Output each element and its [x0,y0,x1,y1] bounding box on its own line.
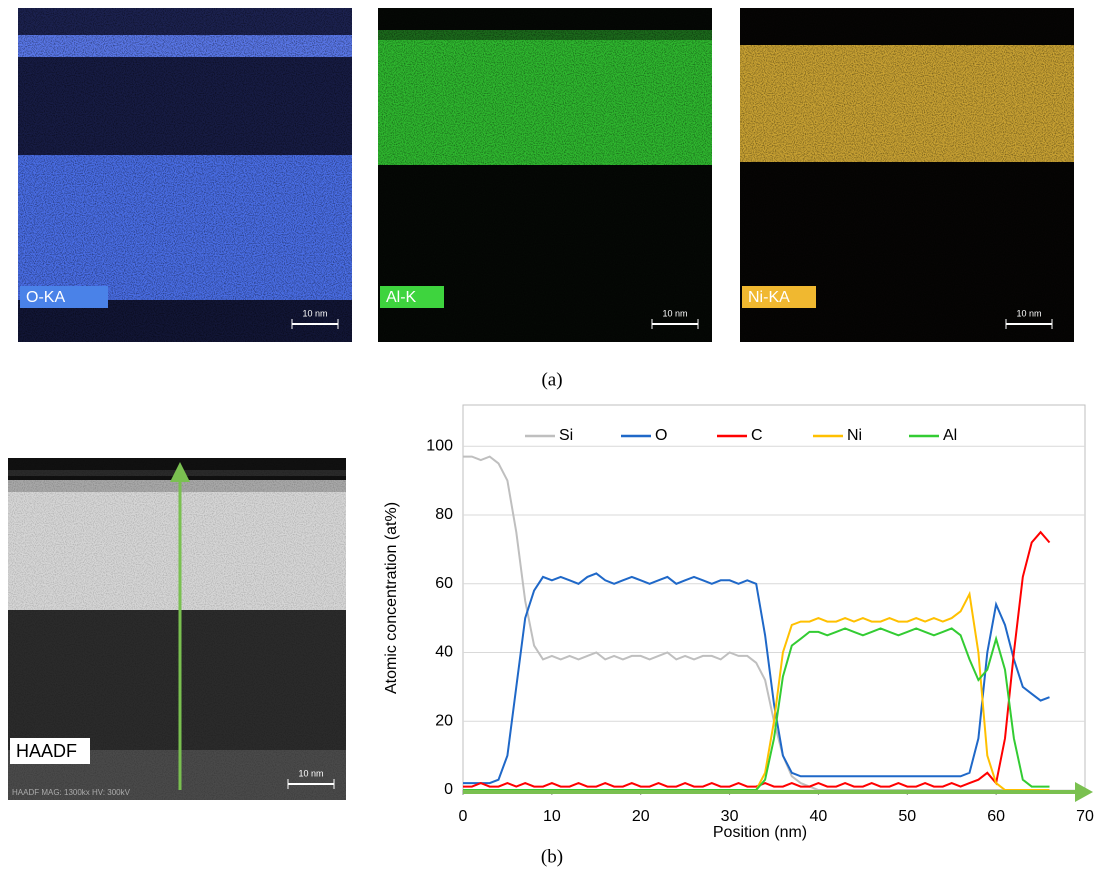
legend-label: Ni [847,427,862,444]
x-tick-label: 60 [987,808,1005,825]
y-tick-label: 20 [435,712,453,729]
x-tick-label: 10 [543,808,561,825]
haadf-info: HAADF MAG: 1300kx HV: 300kV [12,788,131,797]
map-label: O-KA [26,289,65,306]
caption: (b) [541,846,563,867]
legend-label: Al [943,427,957,444]
haadf-label: HAADF [16,741,77,761]
x-tick-label: 30 [721,808,739,825]
x-tick-label: 0 [459,808,468,825]
x-axis-label: Position (nm) [713,824,807,841]
scale-bar-label: 10 nm [302,308,327,318]
y-tick-label: 0 [444,781,453,798]
map-al: Al-K 10 nm [378,8,712,342]
map-o: O-KA 10 nm [18,8,352,342]
series-line [463,455,1050,791]
scale-bar-label: 10 nm [298,768,323,778]
y-tick-label: 40 [435,644,453,661]
scale-bar-label: 10 nm [1016,308,1041,318]
caption: (a) [541,369,562,390]
x-tick-label: 20 [632,808,650,825]
legend-label: O [655,427,667,444]
y-tick-label: 100 [426,437,453,454]
series-line [463,590,1050,791]
map-ni: Ni-KA 10 nm [740,8,1074,342]
series-line [463,530,1051,788]
axis-arrow-head [1075,782,1093,802]
line-chart: 0 20 40 60 80 100 0 10 20 30 40 50 60 70 Position (nm)… [383,404,1094,841]
y-tick-label: 80 [435,506,453,523]
series-line [463,572,1050,785]
y-axis-label: Atomic concentration (at%) [383,502,400,694]
map-label: Ni-KA [748,289,790,306]
legend-label: Si [559,427,573,444]
y-tick-label: 60 [435,575,453,592]
legend-label: C [751,427,763,444]
x-tick-label: 40 [810,808,828,825]
x-tick-label: 70 [1076,808,1094,825]
map-label: Al-K [386,289,417,306]
scale-bar-label: 10 nm [662,308,687,318]
haadf-image: HAADF HAADF MAG: 1300kx HV: 300kV 10 nm [8,458,346,800]
x-tick-label: 50 [898,808,916,825]
